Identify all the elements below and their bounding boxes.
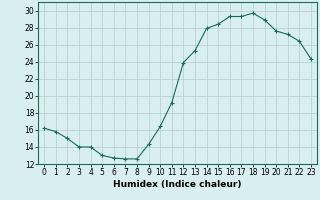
X-axis label: Humidex (Indice chaleur): Humidex (Indice chaleur) (113, 180, 242, 189)
